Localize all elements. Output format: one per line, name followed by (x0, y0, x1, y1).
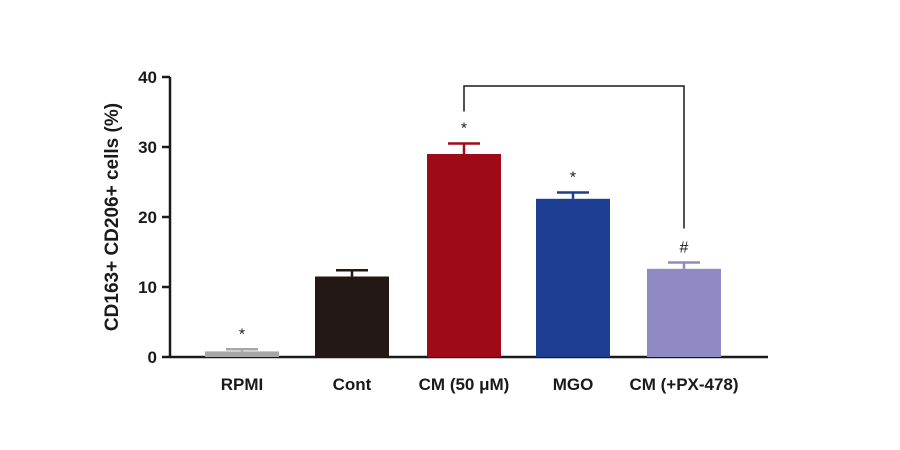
error-bar-3 (557, 191, 589, 199)
bar-0 (205, 351, 279, 357)
bars: * * * # (205, 121, 721, 357)
bracket-line (463, 85, 685, 229)
category-label-3: MGO (553, 375, 594, 394)
y-tick-label-20: 20 (138, 208, 157, 227)
comparison-bracket (463, 85, 685, 229)
significance-mark-3: * (570, 170, 576, 187)
error-bar-2 (448, 142, 480, 154)
significance-mark-4: # (680, 240, 689, 257)
error-bar-0 (226, 348, 258, 352)
error-bar-1 (336, 268, 368, 277)
significance-mark-0: * (239, 326, 245, 343)
category-label-2: CM (50 μM) (419, 375, 510, 394)
y-tick-label-40: 40 (138, 68, 157, 87)
bar-4 (647, 268, 721, 357)
bar-3 (536, 198, 610, 357)
category-labels: RPMI Cont CM (50 μM) MGO CM (+PX-478) (221, 375, 739, 394)
y-tick-label-0: 0 (148, 348, 157, 367)
y-axis-title: CD163+ CD206+ cells (%) (102, 103, 123, 331)
y-tick-label-30: 30 (138, 138, 157, 157)
significance-mark-2: * (461, 121, 467, 138)
error-bar-4 (668, 261, 700, 269)
y-tick-label-10: 10 (138, 278, 157, 297)
bar-2 (427, 154, 501, 357)
bar-1 (315, 276, 389, 357)
category-label-0: RPMI (221, 375, 264, 394)
category-label-1: Cont (333, 375, 372, 394)
category-label-4: CM (+PX-478) (629, 375, 738, 394)
y-ticks: 0 10 20 30 40 (138, 68, 170, 367)
